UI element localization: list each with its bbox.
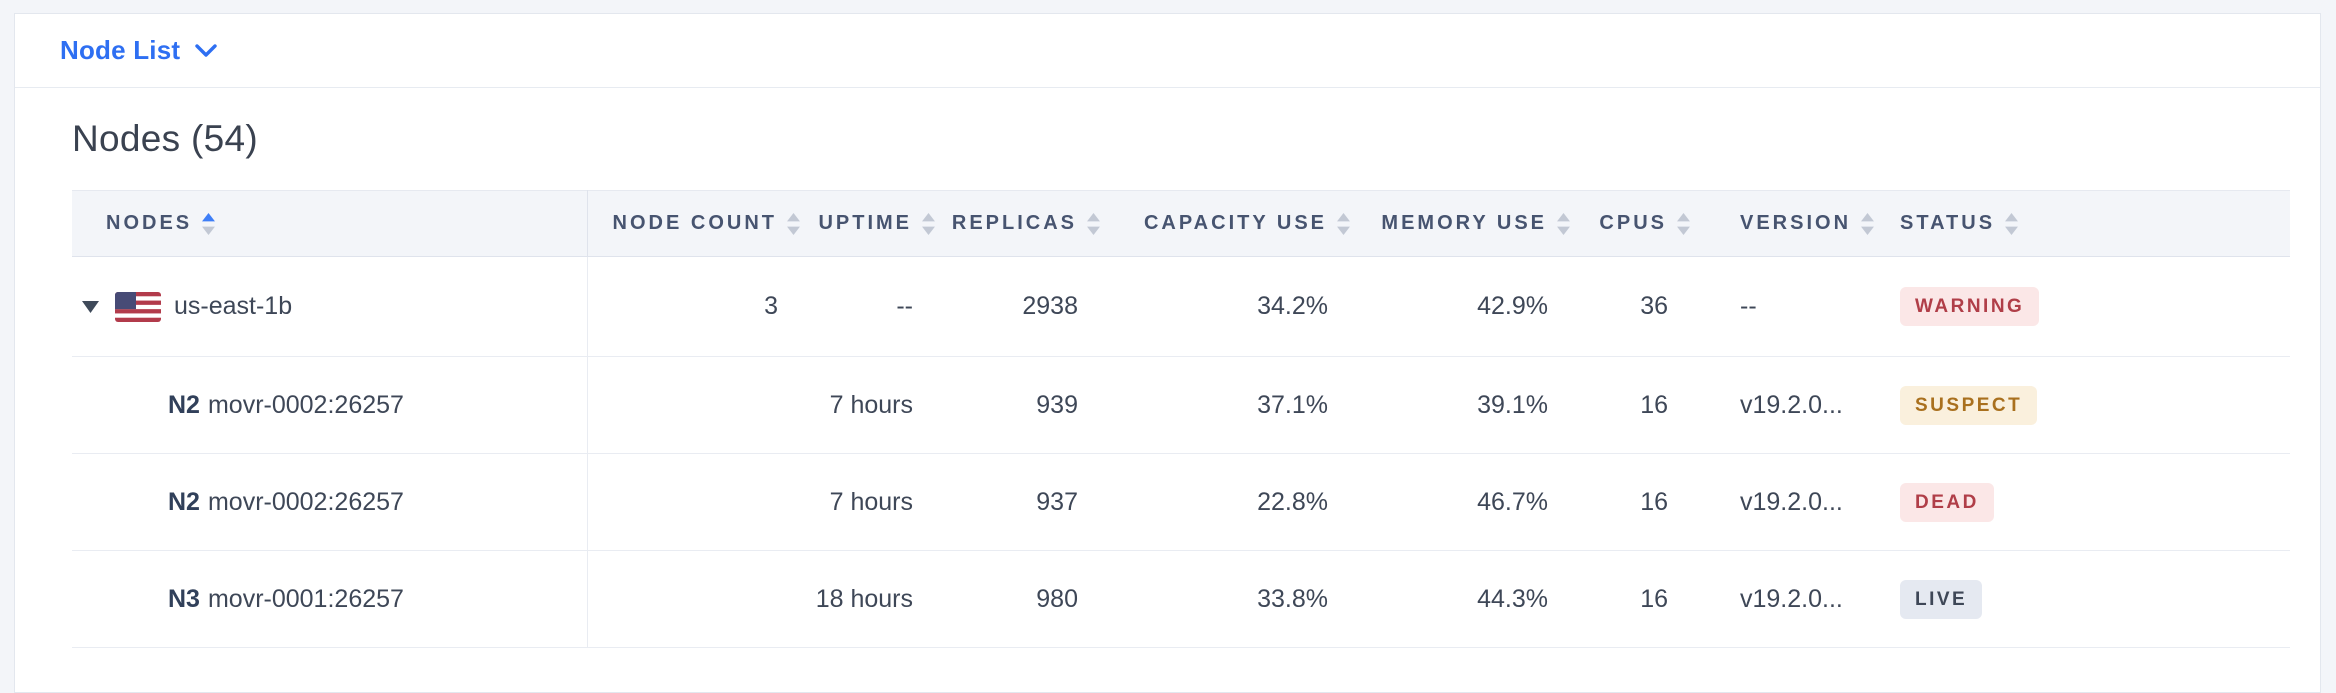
cell-memory-use: 42.9% xyxy=(1360,256,1580,357)
column-header-version[interactable]: VERSION xyxy=(1700,190,1880,257)
table-header-row: NODES NODE COUNT xyxy=(72,190,2290,257)
node-id: N2 xyxy=(168,390,200,419)
nodes-table: NODES NODE COUNT xyxy=(72,190,2290,648)
column-header-capacity-use[interactable]: CAPACITY USE xyxy=(1110,190,1360,257)
caret-down-icon[interactable] xyxy=(82,300,99,313)
cell-replicas: 939 xyxy=(945,356,1110,454)
node-list-card: Node List Nodes (54) NODES xyxy=(14,13,2321,693)
node-address[interactable]: movr-0001:26257 xyxy=(207,584,404,613)
column-label: CAPACITY USE xyxy=(1143,212,1327,234)
cell-replicas: 937 xyxy=(945,453,1110,551)
cell-cpus: 16 xyxy=(1580,356,1700,454)
cell-node-count: 3 xyxy=(587,256,810,357)
cell-node-count xyxy=(587,356,810,454)
column-header-status[interactable]: STATUS xyxy=(1880,190,2290,257)
cell-replicas: 2938 xyxy=(945,256,1110,357)
column-header-nodes[interactable]: NODES xyxy=(72,190,588,257)
column-label: UPTIME xyxy=(818,212,912,234)
cell-capacity-use: 22.8% xyxy=(1110,453,1360,551)
node-id: N2 xyxy=(168,487,200,516)
sort-arrows-icon[interactable] xyxy=(1677,212,1690,235)
column-label: REPLICAS xyxy=(951,212,1077,234)
column-header-replicas[interactable]: REPLICAS xyxy=(945,190,1110,257)
table-row-node[interactable]: N2 movr-0002:26257 7 hours 939 37.1% 39.… xyxy=(72,356,2290,454)
sort-arrows-icon[interactable] xyxy=(2005,212,2019,235)
card-header: Node List xyxy=(15,14,2320,88)
table-row-node[interactable]: N2 movr-0002:26257 7 hours 937 22.8% 46.… xyxy=(72,453,2290,551)
cell-version: -- xyxy=(1700,256,1880,357)
cell-capacity-use: 33.8% xyxy=(1110,550,1360,648)
cell-version: v19.2.0... xyxy=(1700,356,1880,454)
column-header-cpus[interactable]: CPUS xyxy=(1580,190,1700,257)
page-title: Nodes (54) xyxy=(72,118,259,159)
sort-arrows-icon[interactable] xyxy=(202,212,216,235)
status-badge: LIVE xyxy=(1900,579,1983,619)
column-label: VERSION xyxy=(1740,212,1852,234)
sort-arrows-icon[interactable] xyxy=(1337,212,1350,235)
view-selector-dropdown[interactable]: Node List xyxy=(60,35,217,66)
cell-node-count xyxy=(587,453,810,551)
status-badge: SUSPECT xyxy=(1900,385,2038,425)
cell-capacity-use: 34.2% xyxy=(1110,256,1360,357)
status-badge: WARNING xyxy=(1900,287,2040,326)
sort-arrows-icon[interactable] xyxy=(1861,212,1875,235)
cell-uptime: 18 hours xyxy=(810,550,945,648)
cell-uptime: -- xyxy=(810,256,945,357)
cell-memory-use: 39.1% xyxy=(1360,356,1580,454)
column-label: MEMORY USE xyxy=(1381,212,1547,234)
node-address[interactable]: movr-0002:26257 xyxy=(207,487,404,516)
view-selector-label: Node List xyxy=(60,35,181,65)
sort-arrows-icon[interactable] xyxy=(787,212,800,235)
column-header-uptime[interactable]: UPTIME xyxy=(810,190,945,257)
region-name[interactable]: us-east-1b xyxy=(174,292,293,320)
cell-uptime: 7 hours xyxy=(810,356,945,454)
column-label: STATUS xyxy=(1900,212,1996,234)
table-row-node[interactable]: N3 movr-0001:26257 18 hours 980 33.8% 44… xyxy=(72,550,2290,648)
us-flag-icon xyxy=(115,291,161,322)
cell-cpus: 16 xyxy=(1580,453,1700,551)
sort-arrows-icon[interactable] xyxy=(1557,212,1570,235)
chevron-down-icon xyxy=(195,44,217,57)
cell-cpus: 36 xyxy=(1580,256,1700,357)
column-header-node-count[interactable]: NODE COUNT xyxy=(587,190,810,257)
cell-capacity-use: 37.1% xyxy=(1110,356,1360,454)
cell-node-count xyxy=(587,550,810,648)
column-label: NODES xyxy=(106,212,193,234)
column-label: CPUS xyxy=(1599,212,1667,234)
cell-cpus: 16 xyxy=(1580,550,1700,648)
column-label: NODE COUNT xyxy=(612,212,777,234)
cell-version: v19.2.0... xyxy=(1700,550,1880,648)
node-address[interactable]: movr-0002:26257 xyxy=(207,390,404,419)
node-id: N3 xyxy=(168,584,200,613)
sort-arrows-icon[interactable] xyxy=(1087,212,1100,235)
sort-arrows-icon[interactable] xyxy=(922,212,935,235)
cell-version: v19.2.0... xyxy=(1700,453,1880,551)
cell-memory-use: 46.7% xyxy=(1360,453,1580,551)
cell-replicas: 980 xyxy=(945,550,1110,648)
cell-uptime: 7 hours xyxy=(810,453,945,551)
status-badge: DEAD xyxy=(1900,482,1994,522)
table-row-region[interactable]: us-east-1b 3 -- 2938 34.2% 42.9% 36 -- W… xyxy=(72,256,2290,357)
content-area: Nodes (54) NODES xyxy=(15,88,2320,648)
column-header-memory-use[interactable]: MEMORY USE xyxy=(1360,190,1580,257)
cell-memory-use: 44.3% xyxy=(1360,550,1580,648)
